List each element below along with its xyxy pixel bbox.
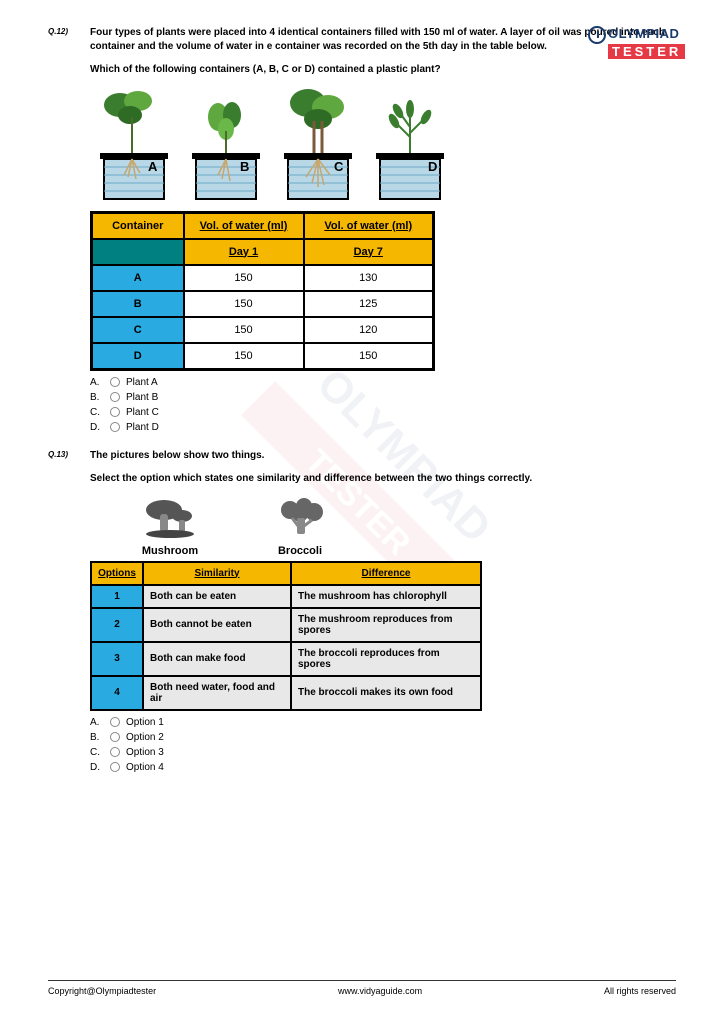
table-header: Similarity — [143, 562, 291, 585]
table-cell: 150 — [184, 343, 304, 370]
question-text: The pictures below show two things. — [90, 449, 676, 463]
table-cell: B — [92, 291, 184, 317]
brand-logo: OLYMPIAD TESTER — [588, 26, 706, 58]
question-subtext: Which of the following containers (A, B,… — [90, 63, 676, 77]
logo-bottom: TESTER — [612, 44, 681, 59]
footer-rights: All rights reserved — [604, 986, 676, 996]
radio-icon[interactable] — [110, 762, 120, 772]
table-cell: A — [92, 265, 184, 291]
svg-text:B: B — [240, 159, 249, 174]
table-header: Vol. of water (ml) — [184, 212, 304, 239]
option-label[interactable]: Option 3 — [126, 747, 164, 758]
table-cell: 150 — [304, 343, 434, 370]
water-volume-table: Container Vol. of water (ml) Vol. of wat… — [90, 211, 435, 371]
table-header: Difference — [291, 562, 481, 585]
table-cell: 3 — [91, 642, 143, 676]
option-label[interactable]: Option 2 — [126, 732, 164, 743]
plants-illustration: A B — [90, 87, 676, 207]
table-cell: 4 — [91, 676, 143, 710]
table-cell: 130 — [304, 265, 434, 291]
radio-icon[interactable] — [110, 422, 120, 432]
table-cell: The broccoli reproduces from spores — [291, 642, 481, 676]
table-cell: 150 — [184, 265, 304, 291]
option-letter: A. — [90, 717, 110, 728]
table-cell: 150 — [184, 317, 304, 343]
q12-options: A. Plant A B. Plant B C. Plant C D. Plant D — [90, 377, 676, 433]
plant-c-image: C — [274, 87, 362, 207]
radio-icon[interactable] — [110, 407, 120, 417]
footer-copyright: Copyright@Olympiadtester — [48, 986, 156, 996]
table-subheader — [92, 239, 184, 265]
radio-icon[interactable] — [110, 732, 120, 742]
table-cell: 1 — [91, 585, 143, 608]
radio-icon[interactable] — [110, 747, 120, 757]
plant-d-image: D — [366, 87, 454, 207]
table-header: Options — [91, 562, 143, 585]
plant-a-image: A — [90, 87, 178, 207]
table-cell: Both cannot be eaten — [143, 608, 291, 642]
question-13: Q.13) The pictures below show two things… — [48, 449, 676, 777]
broccoli-icon — [270, 496, 330, 540]
q13-options: A. Option 1 B. Option 2 C. Option 3 D. Optio… — [90, 717, 676, 773]
table-cell: 150 — [184, 291, 304, 317]
option-label[interactable]: Option 4 — [126, 762, 164, 773]
question-number: Q.12) — [48, 26, 90, 437]
table-cell: Both need water, food and air — [143, 676, 291, 710]
logo-top: OLYMPIAD — [608, 26, 679, 41]
question-12: Q.12) Four types of plants were placed i… — [48, 26, 676, 437]
option-label[interactable]: Plant C — [126, 407, 159, 418]
table-cell: D — [92, 343, 184, 370]
option-letter: C. — [90, 747, 110, 758]
image-label: Broccoli — [270, 545, 330, 557]
table-cell: The broccoli makes its own food — [291, 676, 481, 710]
radio-icon[interactable] — [110, 392, 120, 402]
table-header: Container — [92, 212, 184, 239]
option-letter: B. — [90, 732, 110, 743]
svg-text:D: D — [428, 159, 437, 174]
question-subtext: Select the option which states one simil… — [90, 472, 676, 486]
option-label[interactable]: Plant A — [126, 377, 158, 388]
comparison-images: Mushroom Broccoli — [140, 496, 676, 557]
option-label[interactable]: Option 1 — [126, 717, 164, 728]
radio-icon[interactable] — [110, 717, 120, 727]
table-cell: 2 — [91, 608, 143, 642]
option-letter: D. — [90, 422, 110, 433]
question-number: Q.13) — [48, 449, 90, 777]
footer-url: www.vidyaguide.com — [338, 986, 422, 996]
svg-text:C: C — [334, 159, 344, 174]
mushroom-icon — [140, 496, 200, 540]
option-letter: C. — [90, 407, 110, 418]
plant-b-image: B — [182, 87, 270, 207]
table-subheader: Day 1 — [184, 239, 304, 265]
option-letter: A. — [90, 377, 110, 388]
table-cell: The mushroom reproduces from spores — [291, 608, 481, 642]
option-letter: D. — [90, 762, 110, 773]
option-label[interactable]: Plant D — [126, 422, 159, 433]
table-cell: C — [92, 317, 184, 343]
table-cell: 125 — [304, 291, 434, 317]
table-cell: Both can make food — [143, 642, 291, 676]
table-cell: The mushroom has chlorophyll — [291, 585, 481, 608]
table-subheader: Day 7 — [304, 239, 434, 265]
table-header: Vol. of water (ml) — [304, 212, 434, 239]
table-cell: Both can be eaten — [143, 585, 291, 608]
option-label[interactable]: Plant B — [126, 392, 158, 403]
radio-icon[interactable] — [110, 377, 120, 387]
svg-text:A: A — [148, 159, 158, 174]
image-label: Mushroom — [140, 545, 200, 557]
page-footer: Copyright@Olympiadtester www.vidyaguide.… — [48, 980, 676, 996]
comparison-table: Options Similarity Difference 1Both can … — [90, 561, 482, 711]
option-letter: B. — [90, 392, 110, 403]
table-cell: 120 — [304, 317, 434, 343]
